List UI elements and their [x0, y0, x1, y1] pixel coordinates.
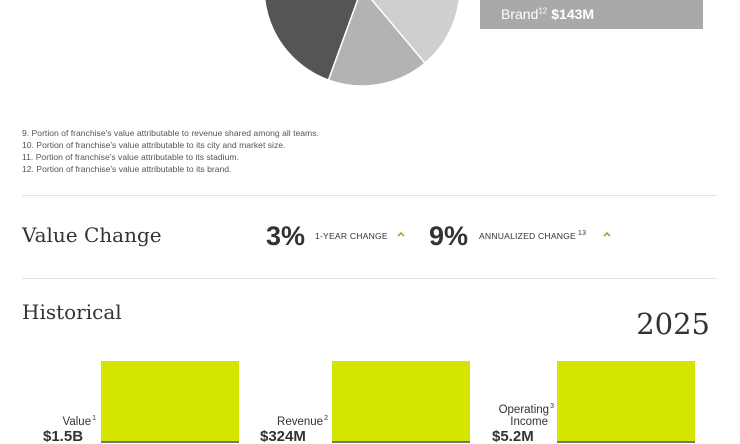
annualized-change-footnote: 13 — [578, 230, 587, 238]
brand-footnote: 12 — [538, 6, 548, 16]
footnote-9: 9. Portion of franchise's value attribut… — [22, 128, 319, 138]
annualized-change-label: ANNUALIZED CHANGE 13 — [479, 230, 587, 241]
historical-year: 2025 — [636, 307, 710, 341]
chevron-up-icon — [603, 231, 611, 237]
brand-legend-box: Brand12 $143M — [480, 0, 703, 29]
value-metric-footnote: 1 — [92, 415, 96, 423]
annualized-change-label-text: ANNUALIZED CHANGE — [479, 231, 576, 241]
operating-income-bar-baseline — [557, 441, 695, 443]
operating-income-metric-value: $5.2M — [492, 428, 534, 444]
value-metric-value: $1.5B — [43, 428, 84, 444]
section-divider — [22, 195, 717, 196]
operating-income-label-line2: Income — [510, 416, 548, 428]
section-divider — [22, 278, 717, 279]
revenue-metric-label-text: Revenue — [277, 416, 324, 428]
operating-income-metric-label: Operating3 Income — [484, 403, 554, 428]
footnote-10: 10. Portion of franchise's value attribu… — [22, 140, 286, 150]
operating-income-bar — [557, 361, 695, 441]
revenue-bar — [332, 361, 470, 441]
pie-slice-dark — [264, 0, 359, 82]
value-change-title: Value Change — [22, 223, 162, 247]
one-year-change-value: 3% — [266, 221, 306, 251]
operating-income-footnote: 3 — [550, 403, 554, 411]
value-bar — [101, 361, 239, 441]
revenue-metric-label: Revenue2 — [262, 415, 328, 428]
operating-income-label-line1: Operating — [498, 404, 550, 416]
pie-chart-svg — [264, 0, 460, 87]
revenue-bar-baseline — [332, 441, 470, 443]
value-breakdown-pie — [262, 0, 462, 88]
revenue-metric-footnote: 2 — [324, 415, 328, 423]
footnotes: 9. Portion of franchise's value attribut… — [22, 127, 319, 175]
footnote-11: 11. Portion of franchise's value attribu… — [22, 152, 239, 162]
value-metric-label-text: Value — [62, 416, 92, 428]
revenue-metric-value: $324M — [260, 428, 306, 444]
value-metric-label: Value1 — [40, 415, 96, 428]
brand-value: $143M — [551, 6, 595, 22]
brand-label: Brand — [501, 6, 539, 22]
pie-slice-light — [327, 0, 427, 87]
historical-title: Historical — [22, 300, 122, 324]
one-year-change-label: 1-YEAR CHANGE — [315, 231, 388, 241]
footnote-12: 12. Portion of franchise's value attribu… — [22, 164, 232, 174]
pie-slice-top — [371, 0, 460, 65]
value-bar-baseline — [101, 441, 239, 443]
chevron-up-icon — [397, 231, 405, 237]
annualized-change-value: 9% — [429, 221, 469, 251]
